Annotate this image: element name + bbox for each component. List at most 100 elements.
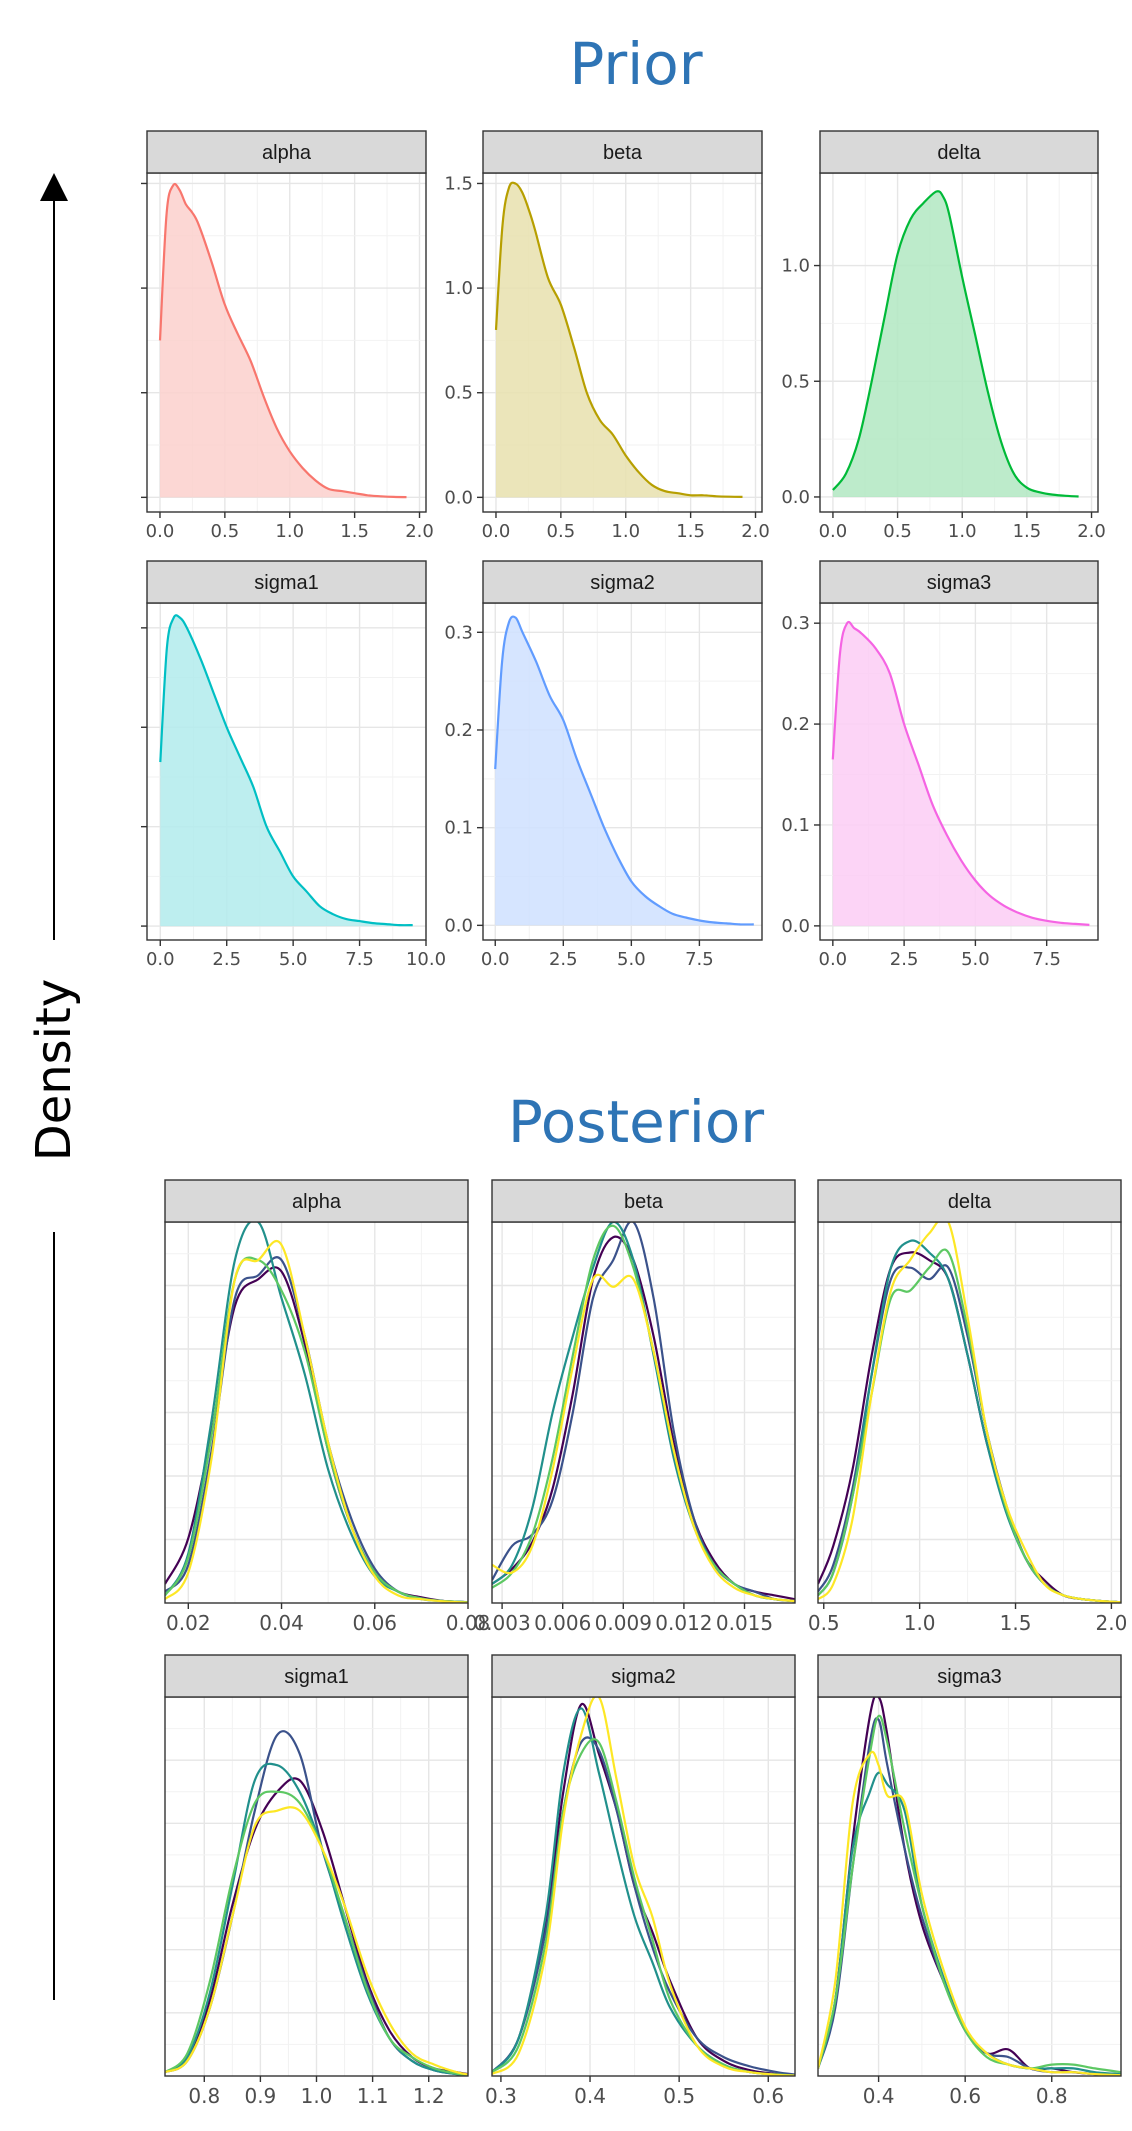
- prior-sigma2-density-line: [494, 615, 754, 926]
- prior-sigma1-x-tick-label: 7.5: [345, 949, 374, 970]
- y-axis-arrow: [40, 173, 68, 2000]
- posterior-alpha-x-tick-label: 0.06: [353, 1611, 398, 1635]
- prior-sigma2-panel: sigma2 0.0 2.5 5.0 7.5 0.0 0.1 0.2 0.3: [444, 560, 763, 970]
- posterior-sigma3-chain-5-line: [818, 1750, 1121, 2076]
- posterior-sigma1-chain-5-line: [165, 1806, 468, 2076]
- prior-alpha-x-tick-label: 1.0: [275, 521, 304, 542]
- posterior-sigma3-x-tick-label: 0.4: [863, 2084, 895, 2108]
- posterior-beta-chain-5-line: [492, 1273, 795, 1603]
- posterior-sigma2-x-tick-label: 0.4: [574, 2084, 606, 2108]
- posterior-sigma1-x-tick-label: 0.8: [188, 2084, 220, 2108]
- prior-sigma2-density-area: [495, 616, 754, 926]
- prior-beta-y-tick-label: 1.5: [444, 173, 473, 194]
- posterior-alpha-chain-4-line: [165, 1256, 468, 1603]
- prior-sigma1-panel: sigma1 0.0 2.5 5.0 7.5 10.0: [141, 560, 446, 970]
- prior-delta-marks: [832, 190, 1079, 498]
- prior-sigma3-panel: sigma3 0.0 2.5 5.0 7.5 0.0 0.1 0.2 0.3: [781, 560, 1099, 970]
- prior-alpha-panel: alpha 0.0 0.5 1.0 1.5 2.0: [141, 130, 434, 542]
- prior-delta-strip: [819, 130, 1099, 174]
- posterior-sigma3-chain-4-line: [818, 1714, 1121, 2074]
- posterior-sigma1-x-tick-label: 1.2: [413, 2084, 445, 2108]
- prior-delta-density-area: [832, 191, 1079, 497]
- prior-delta-density-line: [832, 190, 1079, 498]
- posterior-beta-x-tick-label: 0.012: [655, 1611, 712, 1635]
- posterior-sigma2-strip: [491, 1654, 796, 1698]
- posterior-beta-panel: beta 0.003 0.006 0.009 0.012 0.015: [473, 1179, 796, 1635]
- posterior-sigma2-marks: [492, 1697, 795, 2076]
- posterior-beta-gridlines: [492, 1222, 795, 1603]
- posterior-beta-x-tick-label: 0.009: [595, 1611, 652, 1635]
- prior-alpha-strip-label: alpha: [262, 142, 312, 164]
- posterior-sigma2-gridlines: [492, 1697, 795, 2076]
- prior-beta-x-tick-label: 1.5: [676, 521, 705, 542]
- prior-delta-x-tick-label: 1.0: [948, 521, 977, 542]
- prior-beta-panel: beta 0.0 0.5 1.0 1.5 2.0 0.0 0.5 1.0 1.5: [444, 130, 770, 542]
- prior-sigma1-density-area: [160, 615, 413, 927]
- posterior-beta-chain-4-line: [492, 1224, 795, 1603]
- prior-sigma3-y-tick-label: 0.2: [781, 714, 810, 735]
- prior-alpha-x-tick-label: 1.5: [340, 521, 369, 542]
- prior-title: Prior: [569, 30, 702, 98]
- prior-sigma2-strip: [482, 560, 763, 604]
- prior-delta-x-tick-label: 1.5: [1013, 521, 1042, 542]
- prior-beta-strip: [482, 130, 763, 174]
- posterior-alpha-panel: alpha 0.02 0.04 0.06 0.08: [164, 1179, 491, 1635]
- posterior-sigma3-x-tick-label: 0.6: [949, 2084, 981, 2108]
- prior-sigma2-x-tick-label: 0.0: [481, 949, 510, 970]
- prior-alpha-density-area: [160, 184, 407, 498]
- prior-sigma3-marks: [831, 620, 1090, 926]
- prior-beta-y-tick-label: 1.0: [444, 278, 473, 299]
- posterior-sigma3-x-tick-label: 0.8: [1036, 2084, 1068, 2108]
- posterior-sigma3-panel: sigma3 0.4 0.6 0.8: [817, 1654, 1122, 2108]
- posterior-sigma2-x-tick-label: 0.5: [663, 2084, 695, 2108]
- posterior-sigma2-strip-label: sigma2: [611, 1666, 675, 1688]
- posterior-sigma2-chain-5-line: [492, 1697, 795, 2076]
- prior-delta-panel: delta 0.0 0.5 1.0 1.5 2.0 0.0 0.5 1.0: [781, 130, 1106, 542]
- prior-sigma3-density-line: [831, 620, 1090, 926]
- prior-delta-strip-label: delta: [937, 142, 981, 164]
- prior-sigma2-x-tick-label: 2.5: [549, 949, 578, 970]
- prior-delta-y-tick-label: 0.0: [781, 487, 810, 508]
- posterior-beta-x-tick-label: 0.006: [534, 1611, 591, 1635]
- posterior-beta-strip-label: beta: [624, 1191, 664, 1213]
- prior-sigma3-y-tick-label: 0.3: [781, 613, 810, 634]
- prior-sigma1-marks: [159, 614, 413, 927]
- prior-beta-y-tick-label: 0.0: [444, 487, 473, 508]
- posterior-delta-marks: [818, 1222, 1121, 1603]
- y-axis-title: Density: [26, 979, 82, 1161]
- posterior-alpha-x-tick-label: 0.08: [446, 1611, 491, 1635]
- posterior-beta-x-tick-label: 0.003: [473, 1611, 530, 1635]
- posterior-alpha-marks: [165, 1222, 468, 1603]
- prior-sigma1-strip-label: sigma1: [254, 572, 318, 594]
- prior-sigma1-x-tick-label: 0.0: [146, 949, 175, 970]
- posterior-delta-panel: delta 0.5 1.0 1.5 2.0: [808, 1179, 1127, 1635]
- prior-alpha-x-tick-label: 2.0: [405, 521, 434, 542]
- posterior-sigma1-strip-label: sigma1: [284, 1666, 348, 1688]
- posterior-sigma1-marks: [165, 1730, 468, 2076]
- prior-sigma3-y-tick-label: 0.0: [781, 916, 810, 937]
- prior-sigma2-y-tick-label: 0.1: [444, 818, 473, 839]
- posterior-sigma3-strip: [817, 1654, 1122, 1698]
- prior-sigma1-x-tick-label: 2.5: [212, 949, 241, 970]
- facet-panels: alpha 0.0 0.5 1.0 1.5 2.0 beta 0.0 0.5 1.0 1.5 2.0 0…: [141, 130, 1127, 2108]
- prior-delta-x-tick-label: 2.0: [1077, 521, 1106, 542]
- prior-sigma3-y-tick-label: 0.1: [781, 815, 810, 836]
- posterior-sigma1-panel: sigma1 0.8 0.9 1.0 1.1 1.2: [164, 1654, 469, 2108]
- posterior-alpha-chain-5-line: [165, 1240, 468, 1603]
- prior-sigma2-marks: [494, 615, 754, 926]
- posterior-sigma1-x-tick-label: 1.0: [301, 2084, 333, 2108]
- prior-sigma3-strip-label: sigma3: [927, 572, 991, 594]
- prior-sigma2-y-tick-label: 0.0: [444, 915, 473, 936]
- posterior-delta-chain-5-line: [818, 1222, 1121, 1603]
- posterior-beta-x-tick-label: 0.015: [716, 1611, 773, 1635]
- prior-alpha-strip: [146, 130, 427, 174]
- posterior-delta-x-tick-label: 0.5: [808, 1611, 840, 1635]
- prior-beta-density-area: [496, 182, 743, 498]
- prior-sigma1-x-tick-label: 5.0: [279, 949, 308, 970]
- posterior-sigma2-panel: sigma2 0.3 0.4 0.5 0.6: [485, 1654, 796, 2108]
- posterior-sigma1-x-tick-label: 1.1: [357, 2084, 389, 2108]
- prior-alpha-x-tick-label: 0.0: [146, 521, 175, 542]
- posterior-alpha-x-tick-label: 0.02: [166, 1611, 211, 1635]
- posterior-delta-x-tick-label: 1.5: [1000, 1611, 1032, 1635]
- prior-sigma2-x-tick-label: 7.5: [685, 949, 714, 970]
